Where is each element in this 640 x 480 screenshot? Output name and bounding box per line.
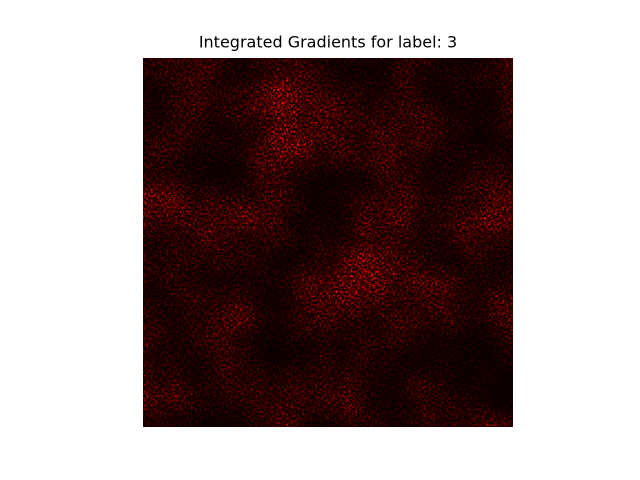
attribution-heatmap <box>143 58 513 427</box>
chart-title: Integrated Gradients for label: 3 <box>199 33 457 52</box>
heatmap-pixels <box>143 58 513 427</box>
